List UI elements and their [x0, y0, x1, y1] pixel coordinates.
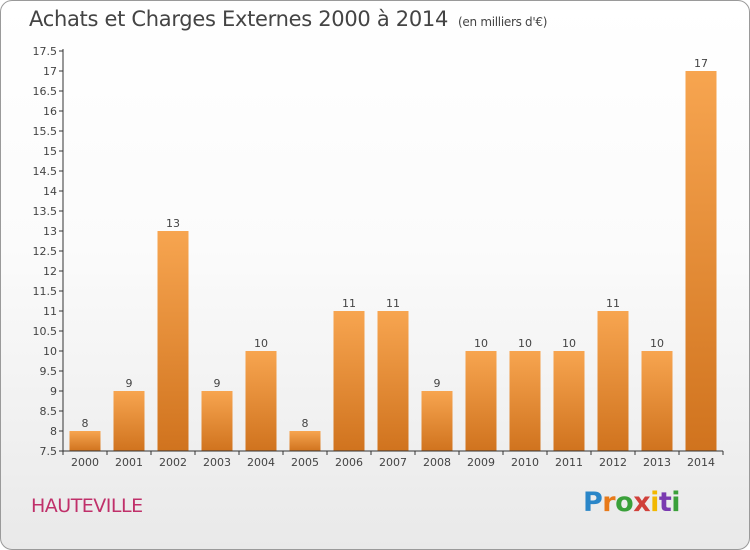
y-axis: 7.5 8 8.5 9 9.5 10 10.5 11 11.5 12 12.5 13 13.5 14 14.…	[33, 45, 64, 458]
bar	[157, 231, 189, 451]
x-tick-label: 2012	[599, 456, 627, 469]
x-tick-label: 2003	[203, 456, 231, 469]
y-tick-label: 8	[50, 425, 57, 438]
data-label: 10	[254, 337, 268, 350]
y-tick-label: 16	[43, 105, 57, 118]
bar	[201, 391, 233, 451]
chart-unit: (en milliers d'€)	[458, 15, 548, 29]
y-tick-label: 15.5	[33, 125, 58, 138]
y-tick-label: 15	[43, 145, 57, 158]
x-tick-label: 2002	[159, 456, 187, 469]
x-tick-label: 2000	[71, 456, 99, 469]
x-tick-label: 2014	[687, 456, 715, 469]
data-label: 9	[214, 377, 221, 390]
y-tick-label: 17	[43, 65, 57, 78]
x-tick-label: 2010	[511, 456, 539, 469]
bar	[377, 311, 409, 451]
y-tick-label: 7.5	[40, 445, 58, 458]
bars-group: 8 9 13 9 10 8 11 11 9 10 10 10 11 10 17	[69, 57, 717, 451]
bar	[509, 351, 541, 451]
y-tick-label: 11.5	[33, 285, 58, 298]
y-tick-label: 8.5	[40, 405, 58, 418]
x-tick-label: 2008	[423, 456, 451, 469]
chart-title: Achats et Charges Externes 2000 à 2014 (e…	[29, 7, 547, 31]
bar	[421, 391, 453, 451]
bar	[597, 311, 629, 451]
bar	[113, 391, 145, 451]
y-tick-label: 12.5	[33, 245, 58, 258]
data-label: 10	[518, 337, 532, 350]
x-tick-label: 2004	[247, 456, 275, 469]
y-tick-label: 10.5	[33, 325, 58, 338]
y-tick-label: 13.5	[33, 205, 58, 218]
bar	[333, 311, 365, 451]
x-tick-label: 2013	[643, 456, 671, 469]
proxiti-logo: Proxiti	[583, 487, 681, 518]
data-label: 10	[474, 337, 488, 350]
x-tick-label: 2006	[335, 456, 363, 469]
data-label: 13	[166, 217, 180, 230]
data-label: 9	[126, 377, 133, 390]
bar	[69, 431, 101, 451]
data-label: 11	[606, 297, 620, 310]
y-tick-label: 9	[50, 385, 57, 398]
data-label: 9	[434, 377, 441, 390]
data-label: 11	[342, 297, 356, 310]
data-label: 8	[82, 417, 89, 430]
y-tick-label: 10	[43, 345, 57, 358]
bar	[641, 351, 673, 451]
x-axis: 2000 2001 2002 2003 2004 2005 2006 2007 2008 2009…	[62, 450, 724, 469]
chart-title-text: Achats et Charges Externes 2000 à 2014	[29, 7, 449, 31]
bar	[685, 71, 717, 451]
data-label: 11	[386, 297, 400, 310]
y-tick-label: 14.5	[33, 165, 58, 178]
bar	[289, 431, 321, 451]
x-tick-label: 2001	[115, 456, 143, 469]
y-tick-label: 12	[43, 265, 57, 278]
bar	[553, 351, 585, 451]
data-label: 10	[650, 337, 664, 350]
y-tick-label: 9.5	[40, 365, 58, 378]
x-tick-label: 2005	[291, 456, 319, 469]
bar	[245, 351, 277, 451]
location-label: HAUTEVILLE	[31, 495, 143, 517]
x-tick-label: 2009	[467, 456, 495, 469]
y-tick-label: 13	[43, 225, 57, 238]
bar	[465, 351, 497, 451]
y-tick-label: 14	[43, 185, 57, 198]
data-label: 17	[694, 57, 708, 70]
y-tick-label: 11	[43, 305, 57, 318]
y-tick-label: 17.5	[33, 45, 58, 58]
data-label: 8	[302, 417, 309, 430]
y-tick-label: 16.5	[33, 85, 58, 98]
x-tick-label: 2011	[555, 456, 583, 469]
data-label: 10	[562, 337, 576, 350]
x-tick-label: 2007	[379, 456, 407, 469]
